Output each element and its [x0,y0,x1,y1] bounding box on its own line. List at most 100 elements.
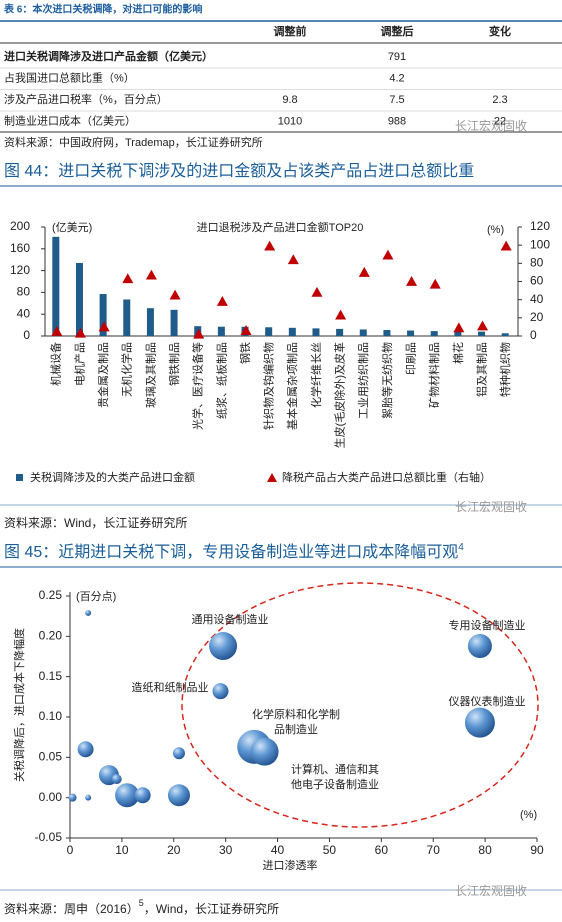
bubble [85,794,92,801]
triangle-marker [145,269,157,280]
figure-title: 图 45：近期进口关税下调，专用设备制造业等进口成本降幅可观4 [4,542,464,562]
figure-source: 资料来源：周申（2016）5，Wind，长江证券研究所 [4,898,279,916]
bar [265,327,273,336]
x-tick-label: 无机化学品 [120,342,134,397]
row-label: 制造业进口成本（亿美元） [4,113,136,127]
y2-tick-label: 120 [530,219,550,233]
bubble [209,632,238,661]
table-cell: 1010 [278,115,302,127]
bubble [115,783,140,808]
highlight-ellipse [181,582,539,828]
x-tick-label: 工业用纺织制品 [356,342,370,419]
y-axis-title: 关税调降后，进口成本下降幅度 [12,628,26,782]
bar [430,331,438,336]
y-tick-label: -0.05 [35,830,63,844]
x-tick-label: 50 [323,843,337,857]
bar [407,330,415,336]
x-tick-label: 钢铁制品 [168,342,181,386]
axis-unit: (%) [487,224,504,236]
y-tick-label: 0 [23,328,30,342]
table-header: 调整后 [381,24,414,38]
bubble [85,609,92,616]
table-cell: 7.5 [389,94,404,106]
triangle-marker [311,286,323,297]
triangle-marker [335,309,347,320]
y2-tick-label: 100 [530,237,550,251]
bar [170,309,178,336]
triangle-marker [382,249,394,260]
source-text: ，Wind，长江证券研究所 [144,901,279,916]
x-tick-label: 化学纤维长丝 [309,342,323,408]
triangle-marker [358,266,370,277]
footnote-ref: 4 [458,542,464,553]
bar [52,236,60,336]
triangle-marker [453,322,465,333]
x-tick-label: 10 [115,843,129,857]
x-axis-unit: (%) [520,809,537,821]
x-tick-label: 矿物材料制品 [427,342,441,408]
x-tick-label: 针织物及钩编织物 [262,342,276,430]
annotation: 计算机、通信和其 [291,762,379,776]
footnote-ref: 5 [139,898,144,908]
triangle-marker [264,240,276,251]
bar [383,330,391,336]
table-caption: 表 6：本次进口关税调降，对进口可能的影响 [3,3,202,16]
y-tick-label: 0.20 [39,629,63,643]
table-cell: 4.2 [389,72,404,84]
table-cell: 9.8 [282,94,297,106]
triangle-marker [477,320,489,331]
bar [359,329,367,336]
x-tick-label: 絮胎等无纺织物 [380,342,394,419]
y-tick-label: 200 [10,219,30,233]
x-tick-label: 80 [478,843,492,857]
x-tick-label: 纸浆、纸板制品 [214,342,228,419]
legend-swatch [267,473,277,482]
figure-title: 图 44：进口关税下调涉及的进口金额及占该类产品占进口总额比重 [4,162,474,180]
table-cell: 2.3 [492,94,507,106]
triangle-marker [500,240,512,251]
x-tick-label: 棉花 [451,342,465,364]
watermark: 长江宏观固收 [455,883,527,898]
y-tick-label: 0.25 [39,588,63,602]
chart-title: 进口退税涉及产品进口金额TOP20 [197,220,364,234]
y-axis-unit: (百分点) [76,590,116,603]
y-tick-label: 0.15 [39,669,63,683]
x-tick-label: 钢铁 [239,342,252,364]
x-tick-label: 20 [167,843,181,857]
y2-tick-label: 80 [530,256,544,270]
triangle-marker [193,328,205,339]
triangle-marker [51,325,63,336]
x-tick-label: 60 [375,843,389,857]
bubble [172,747,185,760]
x-tick-label: 0 [67,843,74,857]
table-cell: 22 [494,115,506,127]
table-header: 调整前 [274,24,307,38]
triangle-marker [287,254,299,265]
y-tick-label: 120 [10,263,30,277]
y2-tick-label: 20 [530,310,544,324]
x-tick-label: 电机产品 [72,342,86,386]
x-tick-label: 印刷品 [404,342,417,375]
bar [288,327,296,336]
legend-label: 降税产品占大类产品进口总额比重（右轴） [282,470,491,484]
x-tick-label: 生皮(毛皮除外)及皮革 [333,342,347,448]
triangle-marker [169,289,181,300]
bubble [134,787,151,804]
x-tick-label: 铝及其制品 [474,342,488,397]
bar [217,326,225,336]
figure-title-text: 图 45：近期进口关税下调，专用设备制造业等进口成本降幅可观 [4,543,458,561]
y2-tick-label: 60 [530,274,544,288]
bar [75,262,83,336]
figure-source: 资料来源：Wind，长江证券研究所 [4,515,187,530]
bar [478,331,486,336]
x-tick-label: 特种机织物 [498,342,512,397]
bar [312,328,320,336]
y2-tick-label: 0 [530,328,537,342]
triangle-marker [429,278,441,289]
source-text: 资料来源：周申（2016） [4,902,139,916]
watermark: 长江宏观固收 [455,118,527,133]
table-cell: 791 [388,51,406,63]
y-tick-label: 0.05 [39,750,63,764]
x-tick-label: 机械设备 [49,342,63,386]
